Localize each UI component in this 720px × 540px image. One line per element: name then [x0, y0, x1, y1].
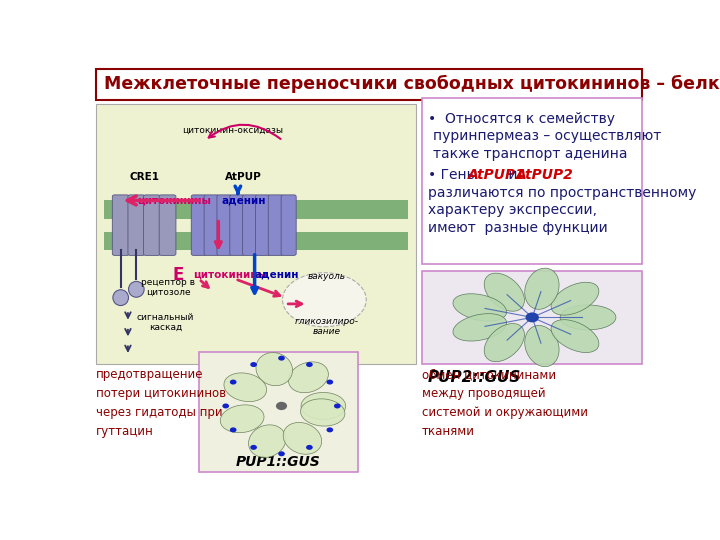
FancyBboxPatch shape — [192, 195, 207, 255]
Ellipse shape — [560, 305, 616, 330]
FancyBboxPatch shape — [159, 195, 176, 255]
Ellipse shape — [282, 273, 366, 327]
FancyBboxPatch shape — [112, 195, 129, 255]
Ellipse shape — [256, 353, 292, 386]
Circle shape — [306, 445, 312, 450]
Ellipse shape — [551, 282, 599, 315]
FancyBboxPatch shape — [243, 195, 258, 255]
Circle shape — [326, 427, 333, 433]
Text: PUP1::GUS: PUP1::GUS — [236, 455, 320, 469]
Text: вакуоль: вакуоль — [308, 272, 346, 281]
FancyBboxPatch shape — [204, 195, 219, 255]
FancyBboxPatch shape — [199, 352, 358, 472]
Ellipse shape — [453, 314, 507, 341]
Ellipse shape — [224, 373, 266, 402]
Text: сигнальный
каскад: сигнальный каскад — [137, 313, 194, 332]
Text: Межклеточные переносчики свободных цитокининов – белки PUP1 и PUP2: Межклеточные переносчики свободных циток… — [104, 75, 720, 93]
Ellipse shape — [220, 405, 264, 433]
Text: аденин: аденин — [221, 195, 266, 205]
Text: PUP2::GUS: PUP2::GUS — [428, 370, 521, 385]
Circle shape — [306, 362, 312, 367]
Circle shape — [276, 402, 287, 410]
Circle shape — [326, 380, 333, 384]
Text: характеру экспрессии,: характеру экспрессии, — [428, 204, 597, 217]
FancyBboxPatch shape — [281, 195, 296, 255]
FancyBboxPatch shape — [128, 195, 145, 255]
Text: Е: Е — [172, 266, 184, 284]
Text: цитокинины: цитокинины — [193, 270, 267, 280]
Ellipse shape — [289, 362, 328, 393]
Text: рецептор в
цитозоле: рецептор в цитозоле — [141, 278, 195, 297]
Text: аденин: аденин — [255, 270, 299, 280]
Circle shape — [251, 362, 257, 367]
Ellipse shape — [484, 273, 524, 311]
FancyBboxPatch shape — [143, 195, 161, 255]
Text: и: и — [504, 168, 522, 183]
Text: цитокинины: цитокинины — [137, 195, 211, 205]
Ellipse shape — [525, 326, 559, 367]
Text: • Гены: • Гены — [428, 168, 482, 183]
Circle shape — [278, 356, 285, 361]
Text: имеют  разные функции: имеют разные функции — [428, 221, 608, 235]
FancyBboxPatch shape — [96, 104, 416, 364]
FancyBboxPatch shape — [269, 195, 284, 255]
Circle shape — [278, 451, 285, 456]
FancyBboxPatch shape — [217, 195, 232, 255]
Ellipse shape — [484, 323, 524, 362]
FancyBboxPatch shape — [422, 271, 642, 364]
Ellipse shape — [248, 425, 286, 457]
Text: AtPUP2: AtPUP2 — [516, 168, 574, 183]
Text: цитокинин-оксидазы: цитокинин-оксидазы — [182, 126, 283, 135]
Circle shape — [230, 380, 237, 384]
Ellipse shape — [300, 399, 345, 426]
Text: гликозилиро-
вание: гликозилиро- вание — [295, 317, 359, 336]
Text: •  Относятся к семейству: • Относятся к семейству — [428, 112, 615, 126]
FancyBboxPatch shape — [256, 195, 271, 255]
Text: AtPUP: AtPUP — [225, 172, 262, 182]
FancyBboxPatch shape — [96, 69, 642, 100]
Text: CRE1: CRE1 — [129, 172, 159, 182]
Ellipse shape — [128, 281, 144, 297]
Ellipse shape — [525, 268, 559, 309]
Circle shape — [230, 427, 237, 433]
Ellipse shape — [453, 294, 507, 321]
Text: также транспорт аденина: также транспорт аденина — [433, 147, 628, 161]
Ellipse shape — [113, 290, 128, 306]
Text: AtPUP1: AtPUP1 — [468, 168, 526, 183]
FancyBboxPatch shape — [104, 200, 408, 219]
Ellipse shape — [283, 422, 322, 454]
Text: обмен цитокининами
между проводящей
системой и окружающими
тканями: обмен цитокининами между проводящей сист… — [422, 368, 588, 438]
Circle shape — [222, 403, 229, 408]
Circle shape — [251, 445, 257, 450]
Ellipse shape — [551, 320, 599, 353]
Circle shape — [334, 403, 341, 408]
Ellipse shape — [301, 393, 346, 420]
Text: предотвращение
потери цитокининов
через гидатоды при
гуттацин: предотвращение потери цитокининов через … — [96, 368, 225, 438]
FancyBboxPatch shape — [104, 232, 408, 250]
Text: различаются по пространственному: различаются по пространственному — [428, 186, 696, 200]
FancyBboxPatch shape — [422, 98, 642, 265]
FancyBboxPatch shape — [230, 195, 245, 255]
Circle shape — [526, 313, 539, 322]
Text: пуринпермеаз – осуществляют: пуринпермеаз – осуществляют — [433, 129, 662, 143]
